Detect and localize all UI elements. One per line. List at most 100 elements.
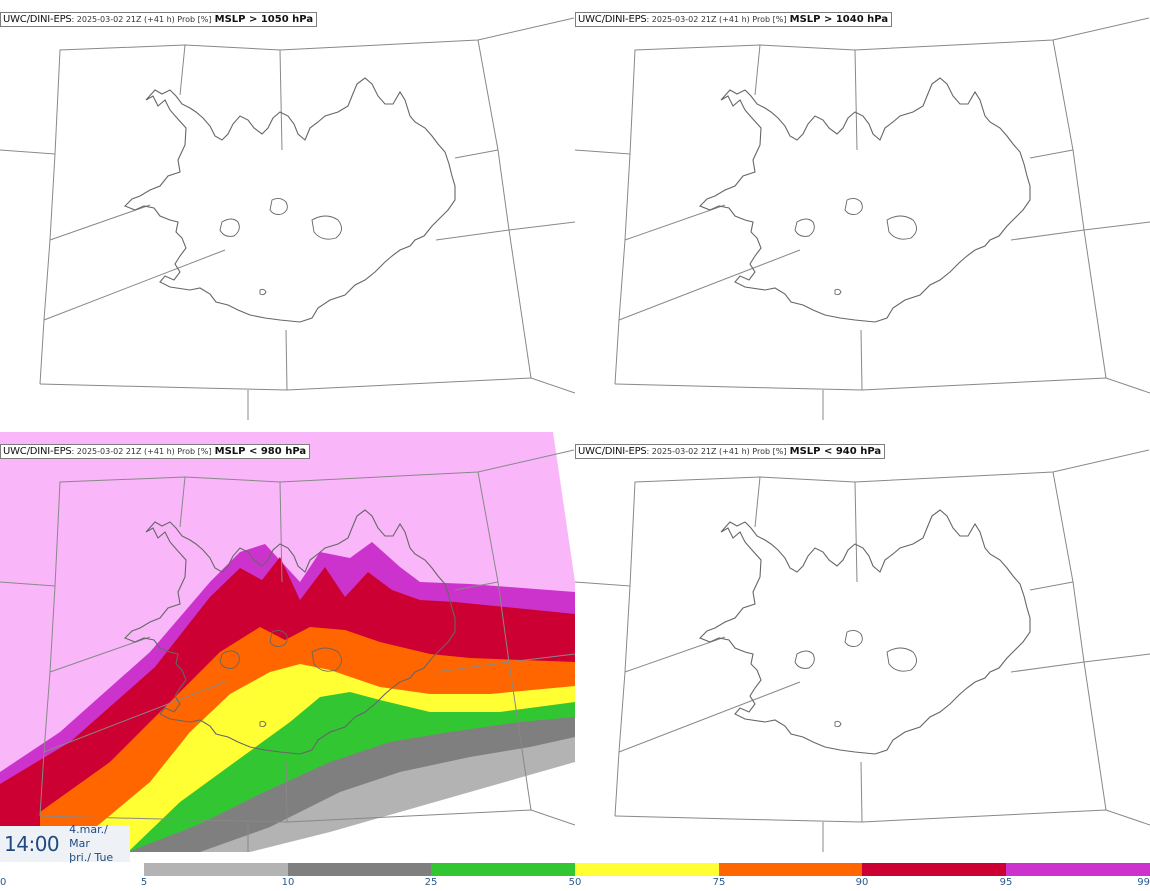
model-name: UWC/DINI-EPS <box>578 446 647 457</box>
valid-date-line2: þri./ Tue <box>69 851 114 864</box>
grid-line <box>39 585 56 817</box>
grid-line <box>614 585 631 817</box>
lake-outline <box>219 218 240 237</box>
grid-line <box>1010 229 1085 241</box>
panel-title: UWC/DINI-EPS: 2025-03-02 21Z (+41 h) Pro… <box>0 444 311 459</box>
legend-swatch <box>144 863 288 876</box>
model-name: UWC/DINI-EPS <box>3 14 72 25</box>
grid-line <box>1083 221 1150 231</box>
grid-line <box>754 44 761 96</box>
grid-line <box>279 49 283 151</box>
grid-line <box>508 653 575 663</box>
grid-line <box>179 44 186 96</box>
map-canvas <box>0 432 575 852</box>
legend-bar <box>0 863 1150 876</box>
legend-tick-label: 25 <box>424 877 438 888</box>
valid-date: 4.mar./ Mar þri./ Tue <box>69 823 130 865</box>
map-canvas <box>575 17 1150 420</box>
color-legend: 0 5 10 25 50 75 90 95 99 <box>0 862 1150 891</box>
coastline <box>699 77 1031 323</box>
grid-line <box>614 153 631 385</box>
grid-line <box>624 636 726 673</box>
legend-swatch <box>862 863 1006 876</box>
grid-line <box>179 476 186 528</box>
grid-line <box>435 229 510 241</box>
threshold-label: MSLP > 1040 hPa <box>789 14 889 25</box>
legend-tick-label: 75 <box>712 877 726 888</box>
valid-date-line1: 4.mar./ Mar <box>69 823 108 850</box>
lake-outline <box>269 629 288 647</box>
valid-time: 14:00 <box>4 832 60 856</box>
grid-line <box>1029 581 1074 591</box>
grid-line <box>1010 661 1085 673</box>
legend-swatch <box>575 863 719 876</box>
grid-line <box>279 481 283 583</box>
grid-line <box>49 636 151 673</box>
legend-tick-label: 10 <box>281 877 295 888</box>
grid-line <box>43 249 226 321</box>
lake-outline <box>844 629 863 647</box>
grid-line <box>614 377 1150 394</box>
run-info: : 2025-03-02 21Z (+41 h) Prob [%] <box>71 15 212 24</box>
grid-line <box>39 377 575 394</box>
lake-outline <box>794 650 815 669</box>
lake-outline <box>794 218 815 237</box>
model-name: UWC/DINI-EPS <box>3 446 72 457</box>
grid-line <box>624 204 726 241</box>
coastline <box>124 509 456 755</box>
legend-tick-label: 90 <box>855 877 869 888</box>
map-panel-mslp-gt-1040: UWC/DINI-EPS: 2025-03-02 21Z (+41 h) Pro… <box>575 0 1150 420</box>
map-canvas <box>575 449 1150 852</box>
grid-line <box>43 681 226 753</box>
legend-swatch <box>431 863 575 876</box>
grid-line <box>860 329 863 391</box>
run-info: : 2025-03-02 21Z (+41 h) Prob [%] <box>71 447 212 456</box>
grid-line <box>1052 471 1107 811</box>
legend-swatch <box>719 863 862 876</box>
grid-line <box>285 329 288 391</box>
coastline <box>699 509 1031 755</box>
grid-line <box>508 221 575 231</box>
grid-line <box>39 153 56 385</box>
grid-line <box>860 761 863 823</box>
panel-title: UWC/DINI-EPS: 2025-03-02 21Z (+41 h) Pro… <box>575 12 893 27</box>
legend-tick-label: 0 <box>0 877 7 888</box>
grid-line <box>0 17 575 155</box>
legend-tick-label: 5 <box>140 877 148 888</box>
legend-tick-label: 95 <box>999 877 1013 888</box>
model-name: UWC/DINI-EPS <box>578 14 647 25</box>
legend-swatch <box>0 863 144 876</box>
grid-line <box>754 476 761 528</box>
panel-title: UWC/DINI-EPS: 2025-03-02 21Z (+41 h) Pro… <box>0 12 318 27</box>
threshold-label: MSLP > 1050 hPa <box>214 14 314 25</box>
grid-line <box>1029 149 1074 159</box>
grid-line <box>454 581 499 591</box>
prob-band-none <box>250 762 575 852</box>
grid-line <box>614 809 1150 826</box>
grid-line <box>435 661 510 673</box>
grid-line <box>575 17 1150 155</box>
valid-time-box: 14:00 4.mar./ Mar þri./ Tue <box>0 823 130 865</box>
run-info: : 2025-03-02 21Z (+41 h) Prob [%] <box>646 447 787 456</box>
run-info: : 2025-03-02 21Z (+41 h) Prob [%] <box>646 15 787 24</box>
map-canvas <box>0 17 575 420</box>
threshold-label: MSLP < 940 hPa <box>789 446 882 457</box>
coastline <box>124 77 456 323</box>
lake-outline <box>844 197 863 215</box>
grid-line <box>1052 39 1107 379</box>
lake-outline <box>219 650 240 669</box>
panel-title: UWC/DINI-EPS: 2025-03-02 21Z (+41 h) Pro… <box>575 444 886 459</box>
map-panel-mslp-lt-940: UWC/DINI-EPS: 2025-03-02 21Z (+41 h) Pro… <box>575 432 1150 852</box>
legend-tick-label: 99 <box>1137 877 1150 888</box>
field-edge <box>553 432 575 582</box>
grid-line <box>49 204 151 241</box>
grid-line <box>854 49 858 151</box>
lake-outline <box>886 215 917 240</box>
lake-outline <box>259 288 267 296</box>
grid-line <box>854 481 858 583</box>
lake-outline <box>311 647 342 672</box>
lake-outline <box>886 647 917 672</box>
lake-outline <box>269 197 288 215</box>
lake-outline <box>834 288 842 296</box>
grid-line <box>618 681 801 753</box>
